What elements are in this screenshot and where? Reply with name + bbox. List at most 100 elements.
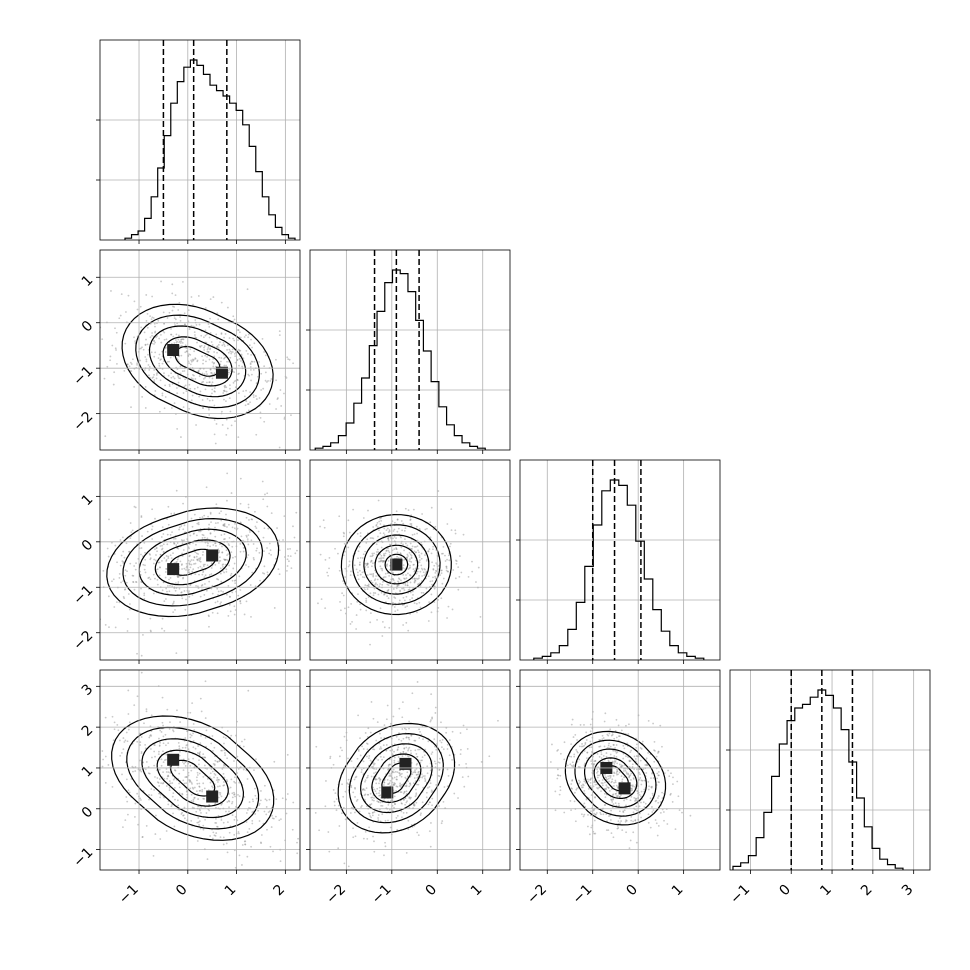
scatter-point xyxy=(260,842,263,845)
scatter-point xyxy=(605,755,608,758)
scatter-point xyxy=(171,603,174,606)
scatter-point xyxy=(667,769,669,772)
scatter-point xyxy=(212,544,215,546)
scatter-point xyxy=(371,537,373,539)
scatter-point xyxy=(226,821,229,824)
scatter-point xyxy=(393,782,396,784)
scatter-point xyxy=(657,795,660,797)
scatter-point xyxy=(264,493,266,496)
scatter-point xyxy=(386,527,389,530)
scatter-point xyxy=(149,336,152,339)
scatter-point xyxy=(447,775,450,777)
scatter-point xyxy=(364,584,367,587)
scatter-point xyxy=(410,523,413,525)
scatter-point xyxy=(609,728,612,731)
scatter-point xyxy=(77,551,79,553)
scatter-point xyxy=(337,847,340,850)
scatter-point xyxy=(364,562,367,565)
scatter-point xyxy=(417,771,420,774)
scatter-point xyxy=(269,845,272,848)
x-tick-label: −2 xyxy=(323,882,349,908)
scatter-point xyxy=(372,761,375,764)
scatter-point xyxy=(188,779,190,781)
scatter-point xyxy=(590,746,593,749)
scatter-point xyxy=(418,737,421,739)
scatter-point xyxy=(205,360,207,363)
scatter-point xyxy=(201,573,204,576)
scatter-point xyxy=(242,550,245,553)
scatter-point xyxy=(169,533,172,536)
scatter-point xyxy=(589,777,592,780)
scatter-point xyxy=(280,818,282,820)
scatter-point xyxy=(428,548,431,551)
scatter-point xyxy=(607,829,610,831)
scatter-point xyxy=(202,534,205,537)
scatter-point xyxy=(214,535,217,538)
scatter-point xyxy=(387,537,390,540)
scatter-point xyxy=(421,513,424,515)
scatter-point xyxy=(203,373,206,376)
scatter-point xyxy=(587,813,589,816)
scatter-point xyxy=(636,790,638,792)
scatter-point xyxy=(416,578,419,580)
scatter-point xyxy=(393,759,396,762)
density-contour xyxy=(106,507,280,618)
scatter-point xyxy=(248,801,251,803)
scatter-point xyxy=(365,599,368,602)
scatter-point xyxy=(168,311,171,314)
scatter-point xyxy=(162,360,165,363)
scatter-point xyxy=(399,535,402,538)
scatter-point xyxy=(372,537,375,540)
scatter-point xyxy=(409,782,411,785)
scatter-point xyxy=(609,819,612,821)
scatter-point xyxy=(233,793,235,796)
scatter-point xyxy=(210,341,213,343)
scatter-point xyxy=(420,812,422,815)
scatter-point xyxy=(355,775,358,778)
scatter-point xyxy=(101,750,104,752)
scatter-point xyxy=(369,537,372,539)
scatter-point xyxy=(188,780,191,783)
scatter-point xyxy=(389,536,392,538)
scatter-point xyxy=(335,798,338,800)
scatter-point xyxy=(629,751,632,754)
scatter-point xyxy=(136,308,139,311)
scatter-point xyxy=(206,777,209,780)
scatter-point xyxy=(220,360,222,363)
scatter-point xyxy=(172,778,175,781)
scatter-point xyxy=(406,553,409,556)
scatter-point xyxy=(159,566,161,569)
scatter-point xyxy=(182,280,184,283)
scatter-point xyxy=(402,798,405,801)
scatter-point xyxy=(621,829,624,832)
scatter-point xyxy=(361,745,364,748)
scatter-point xyxy=(589,730,592,733)
scatter-point xyxy=(217,590,220,593)
scatter-point xyxy=(117,729,120,732)
scatter-point xyxy=(172,305,174,308)
scatter-point xyxy=(376,522,379,524)
scatter-point xyxy=(404,507,407,510)
scatter-point xyxy=(140,515,143,517)
scatter-point xyxy=(259,416,262,419)
scatter-point xyxy=(217,785,219,788)
scatter-point xyxy=(616,762,619,765)
scatter-point xyxy=(643,779,646,782)
scatter-point xyxy=(174,318,177,321)
scatter-point xyxy=(158,410,161,413)
scatter-point xyxy=(234,555,237,558)
scatter-point xyxy=(184,629,187,632)
scatter-point xyxy=(193,729,196,731)
scatter-point xyxy=(623,799,625,802)
scatter-point xyxy=(156,568,159,571)
scatter-point xyxy=(169,554,172,557)
y-tick-label: 0 xyxy=(79,537,97,555)
scatter-point xyxy=(329,757,332,760)
scatter-point xyxy=(150,630,152,633)
scatter-point xyxy=(406,584,409,587)
scatter-point xyxy=(409,574,411,576)
scatter-point xyxy=(399,784,401,787)
scatter-point xyxy=(266,381,268,383)
scatter-point xyxy=(129,361,132,364)
scatter-point xyxy=(237,373,240,376)
